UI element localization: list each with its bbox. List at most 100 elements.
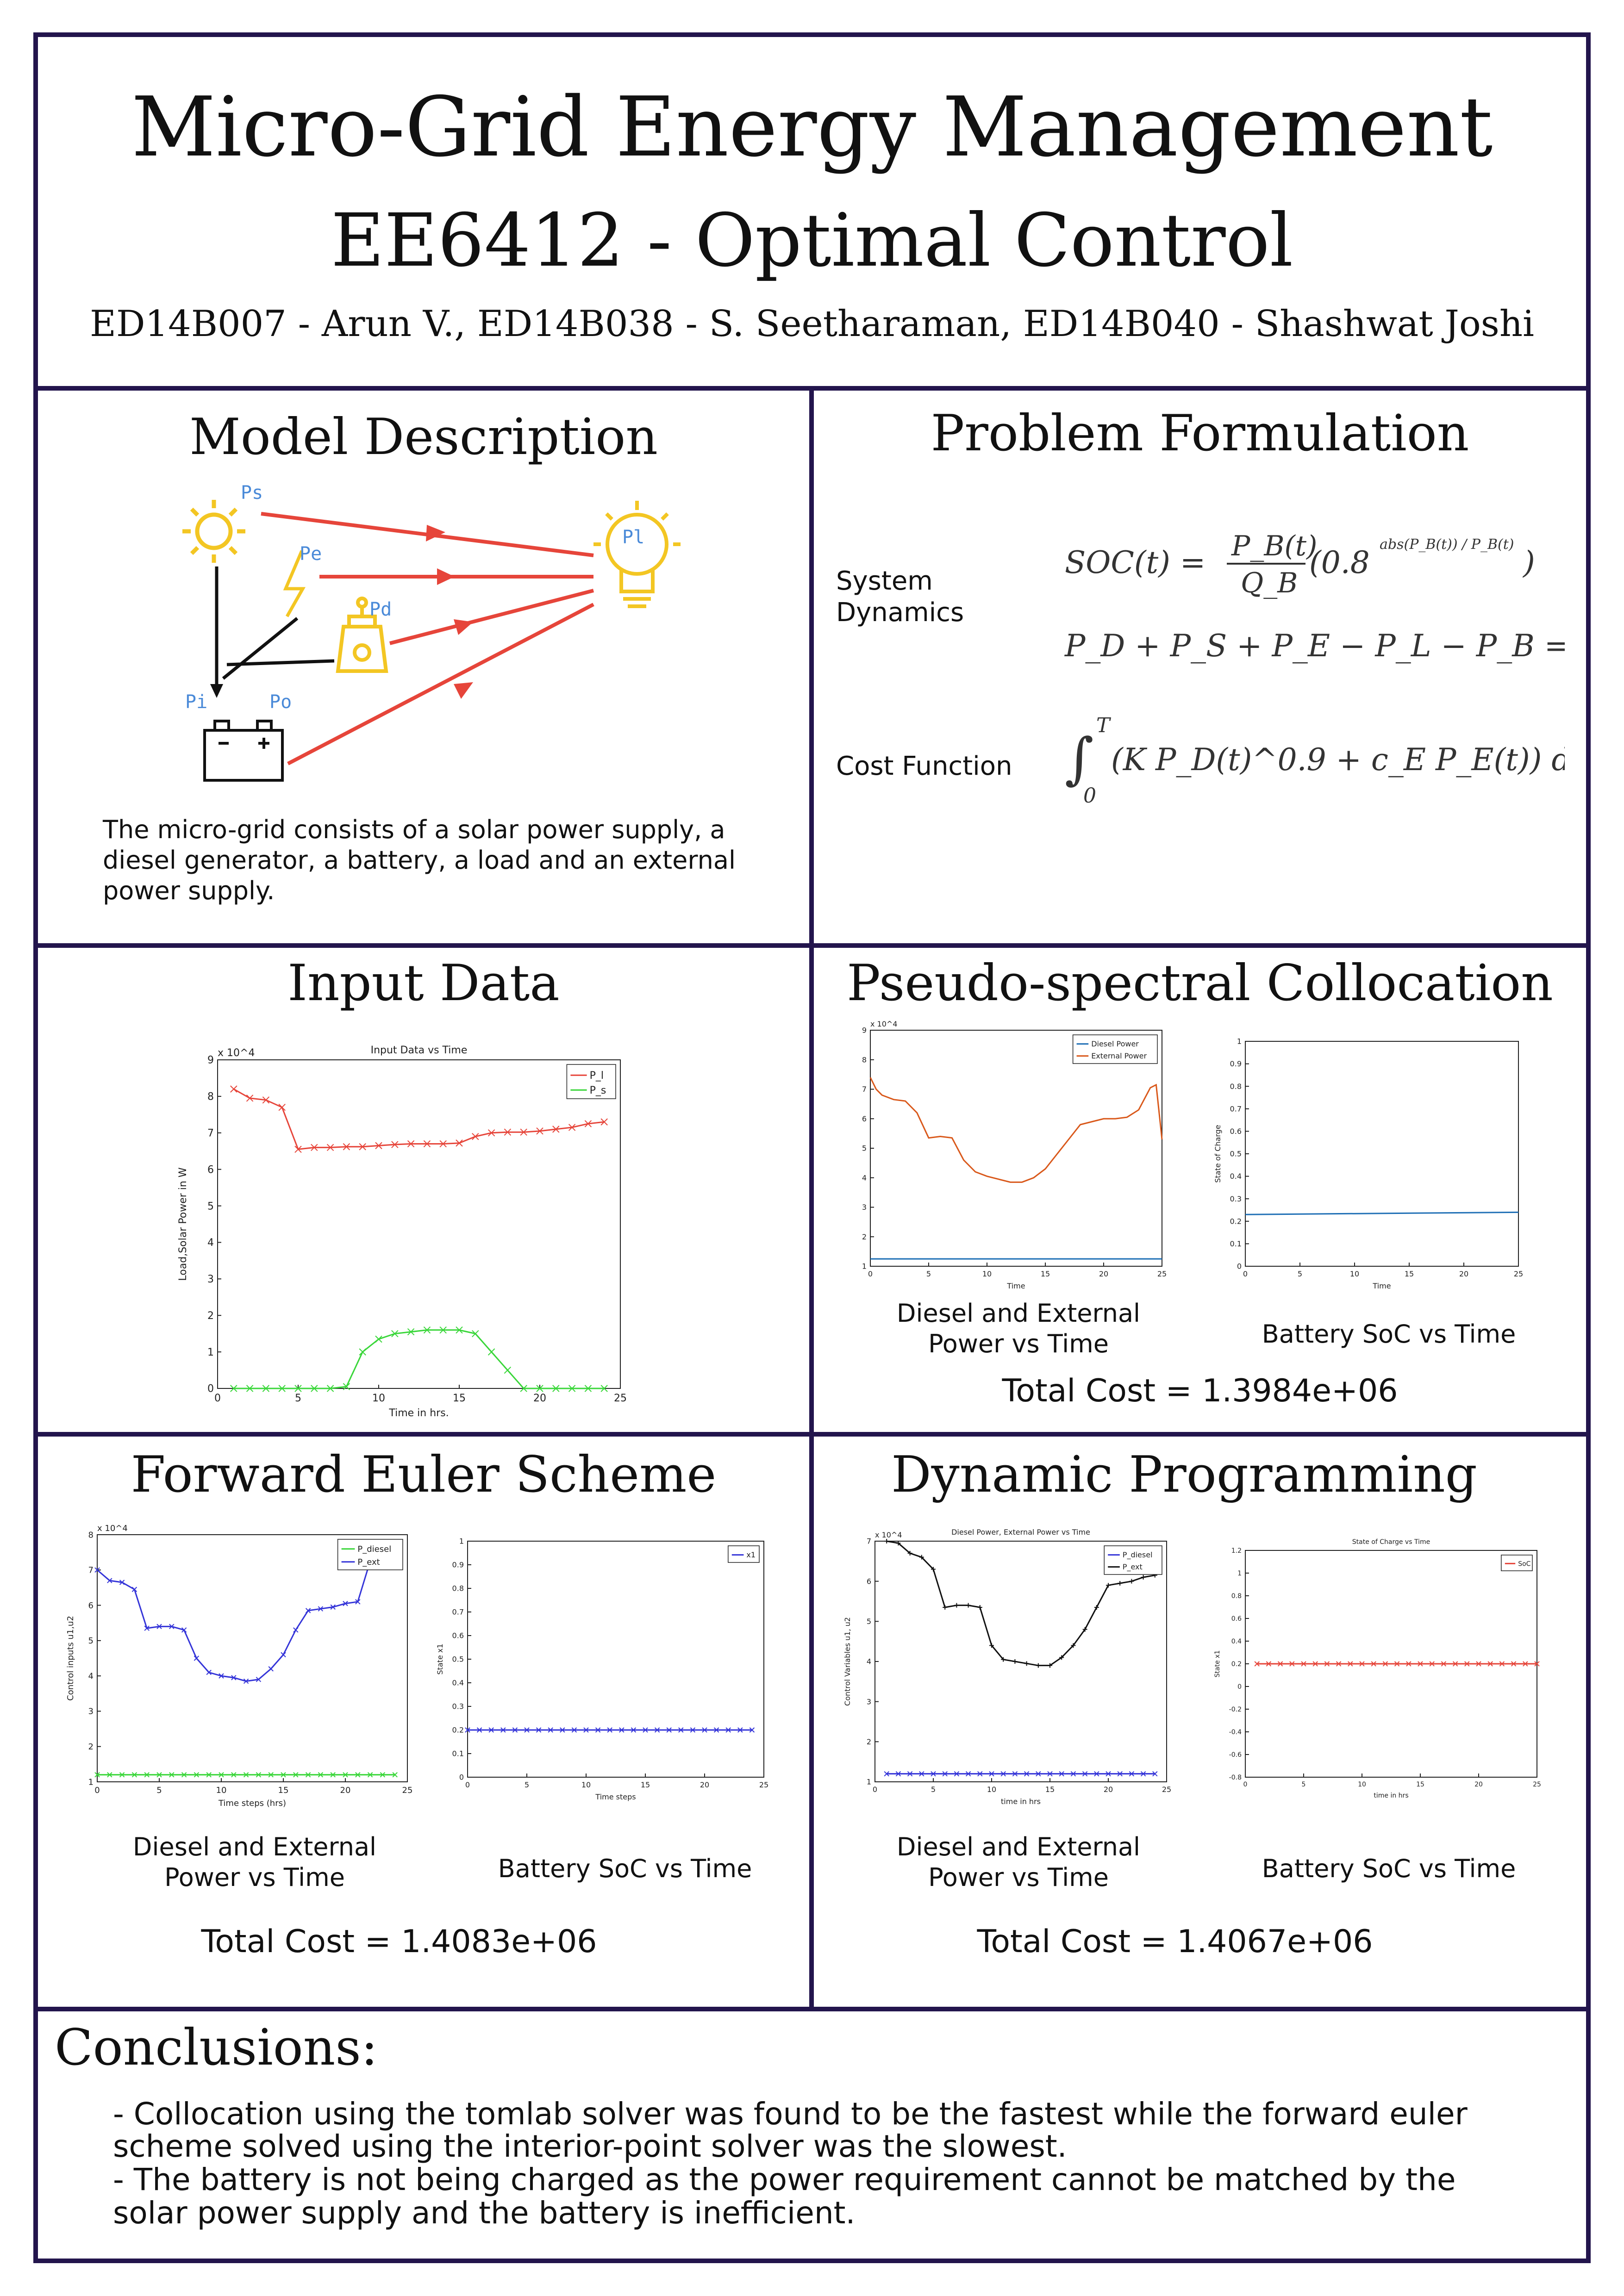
data-point <box>1117 1771 1123 1777</box>
y-tick-label: 0.5 <box>452 1655 464 1664</box>
load-arrowheads <box>426 525 473 699</box>
data-point <box>268 1772 274 1778</box>
data-point <box>1406 1661 1412 1667</box>
data-point <box>230 1385 237 1392</box>
x-tick-label: 20 <box>1099 1269 1108 1278</box>
data-point <box>1511 1661 1517 1667</box>
data-point <box>1523 1661 1528 1667</box>
y-tick-label: 4 <box>867 1657 871 1666</box>
y-tick-label: 4 <box>207 1237 214 1249</box>
y-tick-label: 0.7 <box>452 1608 464 1617</box>
data-point <box>359 1143 366 1151</box>
data-point <box>1036 1771 1041 1777</box>
data-point <box>144 1772 150 1778</box>
poster-authors: ED14B007 - Arun V., ED14B038 - S. Seetha… <box>90 303 1534 345</box>
data-point <box>156 1624 162 1630</box>
data-point <box>1441 1661 1447 1667</box>
chart-title: Input Data vs Time <box>371 1045 468 1056</box>
model-heading: Model Description <box>189 408 658 466</box>
y-tick-label: 9 <box>862 1026 867 1035</box>
dp-soc-chart: 0 5 10 15 20 25 -0.8 -0.6 -0.4 -0.2 0 0.2 0.4 0.6 0.8 1… <box>1214 1538 1541 1799</box>
y-exponent-label: x 10^4 <box>97 1524 128 1533</box>
euler-heading: Forward Euler Scheme <box>131 1446 717 1504</box>
data-point <box>1348 1661 1353 1667</box>
data-point <box>512 1727 518 1733</box>
data-point <box>600 1385 608 1392</box>
y-tick-label: 1 <box>1237 1037 1242 1046</box>
data-point <box>456 1326 463 1334</box>
bulb-icon <box>593 501 681 608</box>
data-point <box>1070 1771 1076 1777</box>
data-point <box>584 1385 592 1392</box>
y-tick-label: 7 <box>207 1127 214 1139</box>
input-heading: Input Data <box>287 954 560 1012</box>
data-point <box>293 1772 299 1778</box>
data-point <box>954 1603 959 1608</box>
data-point <box>281 1652 286 1658</box>
y-tick-label: 1.2 <box>1231 1547 1242 1555</box>
data-point <box>884 1771 889 1777</box>
data-point <box>560 1727 565 1733</box>
data-point <box>1106 1583 1111 1588</box>
y-tick-label: 1 <box>867 1778 871 1786</box>
x-tick-label: 20 <box>1474 1781 1483 1788</box>
data-point <box>407 1140 415 1148</box>
x-tick-label: 20 <box>700 1780 709 1789</box>
y-tick-label: 0.2 <box>452 1726 464 1735</box>
x-axis-label: Time <box>1006 1282 1025 1290</box>
legend-box <box>566 1064 616 1099</box>
euler-caption-2: Battery SoC vs Time <box>498 1854 752 1883</box>
y-axis-label: Control Variables u1, u2 <box>843 1617 852 1706</box>
data-point <box>896 1541 901 1546</box>
y-tick-label: 2 <box>862 1232 867 1241</box>
lightning-icon <box>283 550 306 617</box>
x-tick-label: 10 <box>372 1393 385 1404</box>
y-tick-label: 0.3 <box>1230 1195 1242 1203</box>
y-tick-label: -0.6 <box>1229 1751 1242 1759</box>
y-tick-label: 9 <box>207 1055 214 1066</box>
data-point <box>219 1673 224 1679</box>
data-point <box>536 1127 543 1135</box>
y-tick-label: 0.9 <box>1230 1059 1242 1068</box>
data-point <box>520 1128 527 1136</box>
data-point <box>330 1604 336 1610</box>
eq2: P_D + P_S + P_E − P_L − P_B = 0 <box>1064 628 1565 664</box>
data-point <box>713 1727 719 1733</box>
data-point <box>1000 1771 1006 1777</box>
data-point <box>465 1727 470 1733</box>
data-point <box>1371 1661 1376 1667</box>
data-point <box>423 1140 431 1148</box>
y-tick-label: 1 <box>1237 1570 1242 1577</box>
x-tick-label: 10 <box>982 1269 992 1278</box>
x-tick-label: 0 <box>214 1393 221 1404</box>
x-tick-label: 25 <box>759 1780 768 1789</box>
x-axis-label: Time steps <box>595 1792 636 1801</box>
data-point <box>131 1587 137 1592</box>
y-tick-label: 8 <box>207 1091 214 1103</box>
y-tick-label: 6 <box>867 1577 871 1586</box>
data-point <box>907 1771 913 1777</box>
data-point <box>1036 1663 1041 1668</box>
y-tick-label: 0.4 <box>1230 1172 1242 1181</box>
data-point <box>1048 1663 1052 1668</box>
system-dynamics-label-1: System <box>836 566 933 596</box>
data-point <box>231 1675 237 1680</box>
data-point <box>1476 1661 1481 1667</box>
x-tick-label: 20 <box>340 1786 351 1795</box>
legend-box <box>1104 1545 1162 1575</box>
x-tick-label: 0 <box>873 1785 877 1794</box>
y-axis-label: State x1 <box>1214 1650 1221 1678</box>
data-point <box>456 1139 463 1147</box>
data-point <box>472 1330 479 1338</box>
euler-total-cost: Total Cost = 1.4083e+06 <box>201 1923 597 1960</box>
data-point <box>1359 1661 1365 1667</box>
y-tick-label: 0.6 <box>1230 1127 1242 1136</box>
data-point <box>380 1772 386 1778</box>
legend-box <box>337 1539 403 1570</box>
y-tick-label: 4 <box>88 1671 94 1681</box>
y-tick-label: -0.8 <box>1229 1774 1242 1781</box>
pseudo-power-chart: 0 5 10 15 20 25 1 2 3 4 5 6 7 8 9 Time x 10^4 Diesel Powe… <box>862 1020 1167 1290</box>
legend-label: External Power <box>1091 1052 1147 1060</box>
data-point <box>326 1385 334 1392</box>
data-point <box>1140 1771 1146 1777</box>
